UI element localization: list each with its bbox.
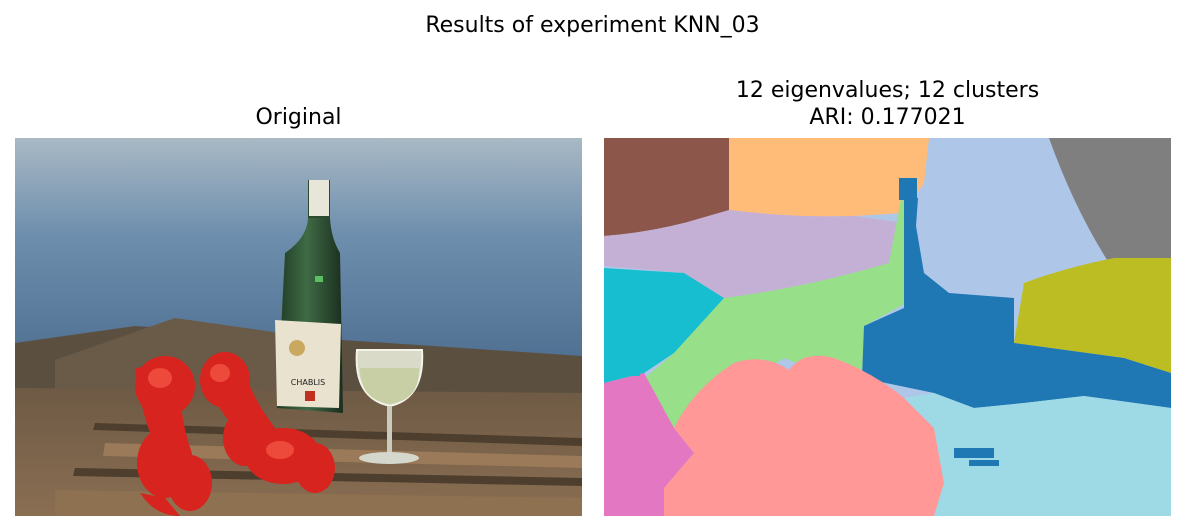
segment-orange xyxy=(729,138,929,217)
segment-noise-specks xyxy=(624,178,999,466)
bottle-label xyxy=(275,320,341,408)
segment-gray xyxy=(1049,138,1171,263)
clusters-title-line2: ARI: 0.177021 xyxy=(809,105,966,130)
clusters-panel-title: 12 eigenvalues; 12 clusters ARI: 0.17702… xyxy=(604,77,1171,131)
segment-brown xyxy=(604,138,729,236)
segment-cyan xyxy=(604,268,724,383)
segment-lavender xyxy=(604,210,904,298)
original-panel-title: Original xyxy=(255,105,342,130)
original-photo: CHABLIS xyxy=(15,138,582,516)
cluster-segmentation-image xyxy=(604,138,1171,516)
segment-olive xyxy=(1014,258,1171,373)
cluster-map xyxy=(604,138,1171,516)
clusters-title-line1: 12 eigenvalues; 12 clusters xyxy=(735,78,1040,103)
segment-light-blue xyxy=(914,138,1094,295)
original-image: CHABLIS xyxy=(15,138,582,516)
bottle-label-text: CHABLIS xyxy=(291,378,325,387)
segment-salmon xyxy=(664,355,944,516)
figure-suptitle: Results of experiment KNN_03 xyxy=(425,13,760,38)
segment-pale-cyan xyxy=(904,393,1171,516)
segment-blue xyxy=(862,193,1171,408)
wine-glass xyxy=(355,349,424,464)
segment-pink xyxy=(604,373,694,516)
wine-bottle: CHABLIS xyxy=(275,180,343,413)
